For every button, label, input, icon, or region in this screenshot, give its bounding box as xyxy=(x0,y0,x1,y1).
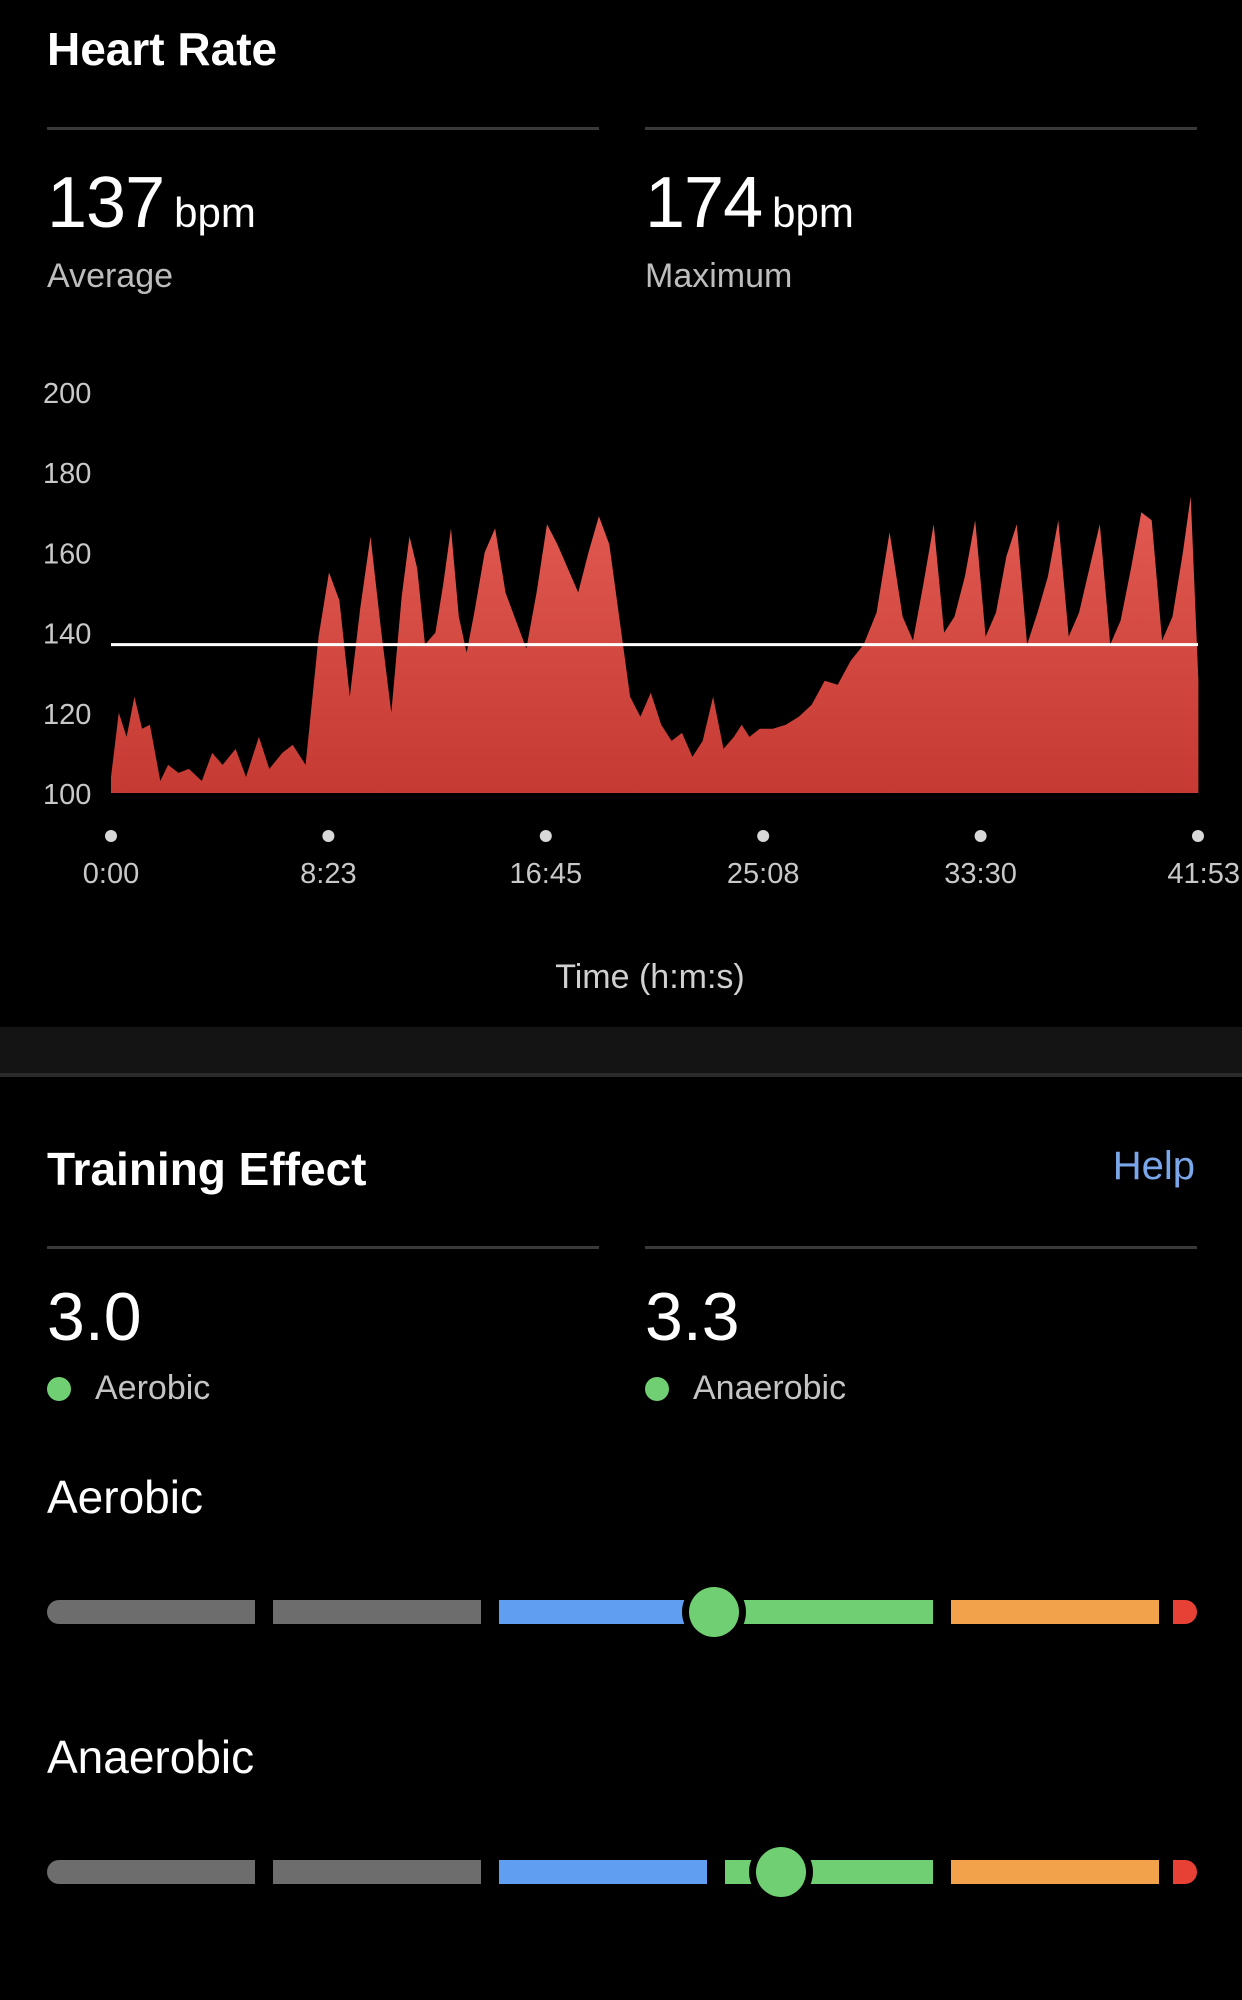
gauge-knob xyxy=(689,1587,740,1637)
y-tick-label: 160 xyxy=(43,538,91,570)
aerobic-legend: Aerobic xyxy=(47,1369,210,1408)
maximum-value: 174 xyxy=(645,163,763,243)
anaerobic-label: Anaerobic xyxy=(693,1369,847,1407)
x-tick-label: 41:53 xyxy=(1167,858,1240,890)
heart-rate-area xyxy=(111,496,1199,793)
training-effect-title: Training Effect xyxy=(47,1143,367,1195)
gauge-segment xyxy=(273,1600,481,1624)
x-tick-label: 8:23 xyxy=(300,858,356,890)
gauge-segment xyxy=(951,1860,1159,1884)
divider-maximum xyxy=(645,127,1197,130)
maximum-stat: 174 bpm xyxy=(645,162,854,244)
anaerobic-gauge xyxy=(47,1840,1197,1904)
divider-anaerobic xyxy=(645,1246,1197,1249)
gauge-segment xyxy=(47,1600,255,1624)
aerobic-label: Aerobic xyxy=(95,1369,211,1407)
gauge-segment xyxy=(499,1860,707,1884)
x-tick-dot xyxy=(105,830,117,842)
gauge-segment xyxy=(273,1860,481,1884)
gauge-segment xyxy=(1173,1600,1197,1624)
x-tick-label: 16:45 xyxy=(510,858,583,890)
average-label: Average xyxy=(47,257,174,295)
x-tick-label: 25:08 xyxy=(727,858,800,890)
section-separator-line xyxy=(0,1073,1242,1077)
chart-x-axis-label: Time (h:m:s) xyxy=(555,958,745,996)
x-tick-dot xyxy=(1192,830,1204,842)
maximum-label: Maximum xyxy=(645,257,793,295)
gauge-segment xyxy=(725,1600,933,1624)
x-tick-dot xyxy=(539,830,552,842)
maximum-unit: bpm xyxy=(772,189,854,236)
average-value: 137 xyxy=(47,163,165,243)
anaerobic-legend: Anaerobic xyxy=(645,1369,846,1408)
gauge-knob xyxy=(755,1847,806,1897)
y-tick-label: 200 xyxy=(43,378,91,410)
heart-rate-title: Heart Rate xyxy=(47,23,278,75)
y-tick-label: 180 xyxy=(43,458,91,490)
y-tick-label: 120 xyxy=(43,699,91,731)
gauge-segment xyxy=(1173,1860,1197,1884)
divider-average xyxy=(47,127,599,130)
average-stat: 137 bpm xyxy=(47,162,256,244)
aerobic-value: 3.0 xyxy=(47,1279,142,1355)
heart-rate-chart: 200 180 160 140 120 100 0:00 8:23 16:45 25:08 33:… xyxy=(43,378,1240,890)
aerobic-dot-icon xyxy=(47,1376,71,1401)
x-tick-label: 33:30 xyxy=(944,858,1017,890)
aerobic-gauge xyxy=(47,1580,1197,1644)
anaerobic-dot-icon xyxy=(645,1376,669,1401)
help-link[interactable]: Help xyxy=(1112,1144,1195,1188)
x-tick-dot xyxy=(757,830,770,842)
x-tick-dot xyxy=(322,830,335,842)
divider-aerobic xyxy=(47,1246,599,1249)
gauge-segment xyxy=(951,1600,1159,1624)
anaerobic-gauge-title: Anaerobic xyxy=(47,1731,255,1783)
x-tick-label: 0:00 xyxy=(83,858,139,890)
gauge-segment xyxy=(499,1600,707,1624)
average-unit: bpm xyxy=(174,189,256,236)
y-tick-label: 140 xyxy=(43,619,91,651)
gauge-segment xyxy=(47,1860,255,1884)
x-tick-dot xyxy=(974,830,987,842)
y-tick-label: 100 xyxy=(43,779,91,811)
anaerobic-value: 3.3 xyxy=(645,1279,740,1355)
section-separator xyxy=(0,1027,1242,1073)
aerobic-gauge-title: Aerobic xyxy=(47,1471,203,1523)
